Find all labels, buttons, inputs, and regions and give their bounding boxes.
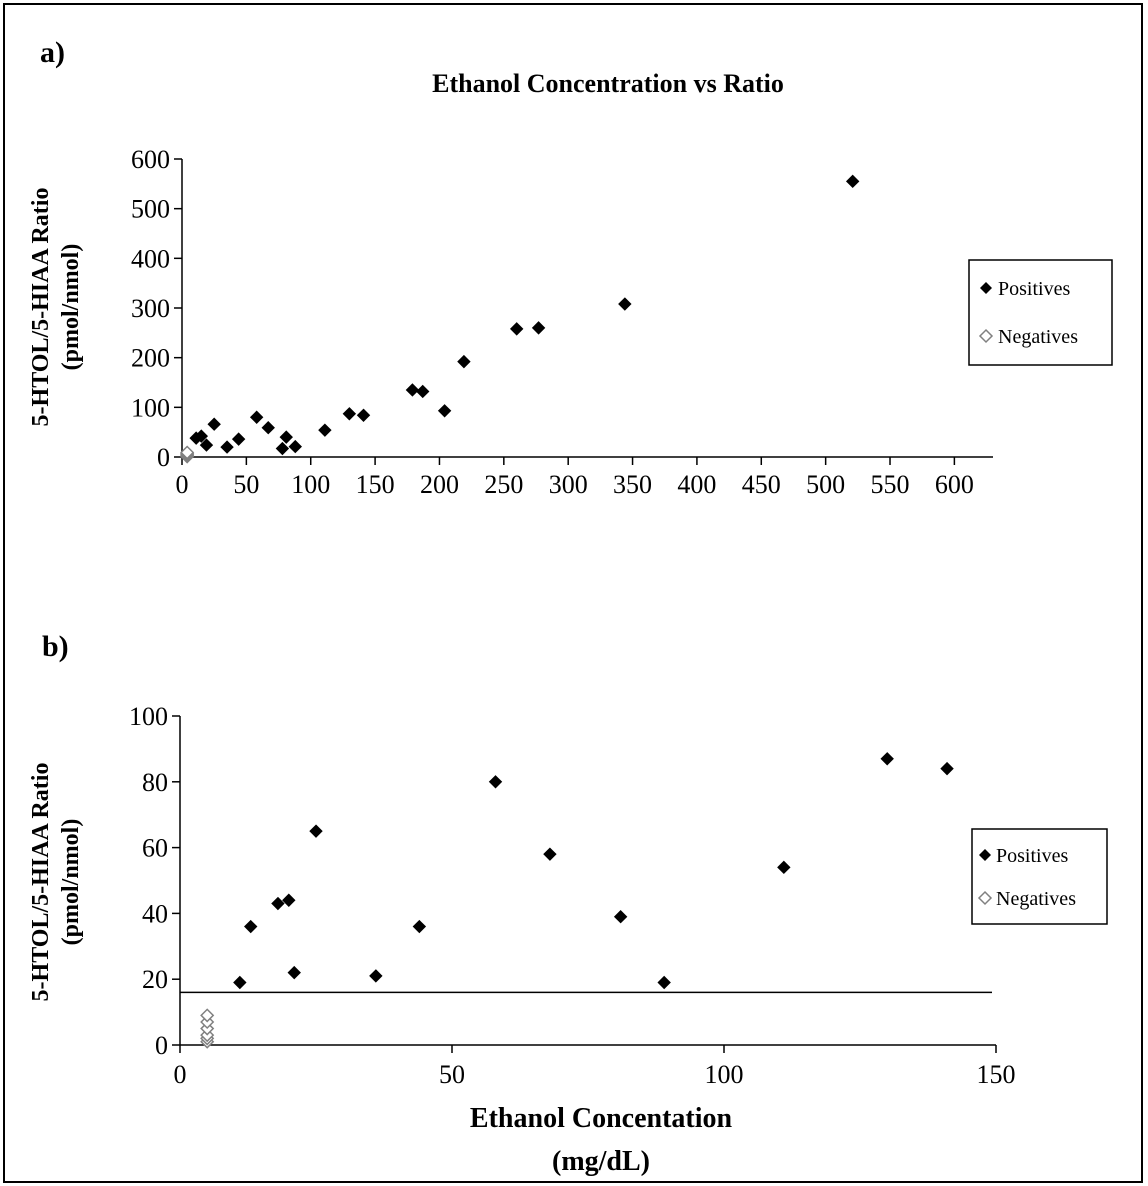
legend-b: Positives Negatives [971, 828, 1108, 925]
y-axis-label-a: 5-HTOL/5-HIAA Ratio [28, 188, 54, 427]
x-axis-unit-b: (mg/dL) [552, 1146, 650, 1177]
positive-point [437, 404, 452, 418]
positive-point [288, 439, 302, 454]
legend-negatives-b: Negatives [996, 888, 1076, 910]
x-tick-label: 250 [484, 470, 523, 499]
legend-positive-marker-a [980, 282, 992, 294]
plot-area-a: 0 100 200 300 400 500 600 0 50 100 150 200 250 300 350… [131, 145, 993, 499]
y-tick-label: 500 [131, 195, 170, 224]
x-tick-label: 200 [420, 470, 459, 499]
chart-a: a) Ethanol Concentration vs Ratio 5-HTOL… [28, 36, 1113, 499]
positive-point [275, 441, 290, 456]
positive-point [342, 407, 357, 421]
positive-point [249, 410, 264, 424]
positive-point [657, 975, 671, 990]
positive-point [543, 847, 557, 861]
y-tick-label: 20 [142, 965, 168, 994]
negative-point [180, 445, 195, 460]
y-tick-label: 600 [131, 145, 170, 174]
y-tick-label: 80 [142, 768, 168, 797]
positive-point [279, 430, 293, 444]
y-tick-label: 40 [142, 899, 168, 928]
x-tick-label: 400 [677, 470, 716, 499]
x-tick-label: 150 [977, 1060, 1016, 1089]
positive-point [412, 919, 427, 934]
legend-negative-marker-b [977, 890, 993, 906]
y-tick-label: 0 [155, 1031, 168, 1060]
legend-a: Positives Negatives [968, 259, 1113, 366]
positive-point [509, 322, 524, 336]
positive-point [940, 761, 954, 776]
positive-point [282, 893, 296, 907]
positive-point [271, 896, 285, 911]
panel-label-a: a) [40, 36, 65, 69]
positive-point [613, 909, 628, 924]
y-axis-label-b: 5-HTOL/5-HIAA Ratio [28, 763, 54, 1002]
y-axis-unit-a: (pmol/nmol) [58, 244, 84, 371]
positive-point [405, 383, 420, 397]
legend-negative-marker-a [978, 328, 994, 344]
y-tick-label: 0 [157, 443, 170, 472]
y-tick-label: 100 [129, 702, 168, 731]
figure-frame: a) Ethanol Concentration vs Ratio 5-HTOL… [3, 3, 1143, 1183]
legend-negatives-a: Negatives [998, 326, 1078, 348]
x-tick-label: 150 [356, 470, 395, 499]
x-tick-label: 50 [233, 470, 259, 499]
legend-positives-b: Positives [996, 845, 1068, 867]
y-tick-label: 200 [131, 344, 170, 373]
positive-point [244, 919, 258, 934]
x-tick-label: 50 [439, 1060, 465, 1089]
positive-point [369, 969, 383, 983]
positive-point [199, 438, 214, 452]
positive-point [880, 752, 894, 766]
x-tick-label: 100 [291, 470, 330, 499]
x-tick-label: 0 [176, 470, 189, 499]
legend-positive-marker-b [979, 849, 991, 861]
legend-positives-a: Positives [998, 278, 1070, 300]
y-axis-unit-b: (pmol/nmol) [58, 819, 84, 946]
positive-point [457, 354, 471, 369]
panel-label-b: b) [42, 630, 69, 663]
positive-point [287, 965, 301, 980]
plot-area-b: 0 20 40 60 80 100 0 50 100 150 [129, 702, 1016, 1089]
positive-point [194, 429, 209, 443]
positive-point [777, 860, 791, 875]
positive-point [220, 440, 234, 454]
chart-b: b) 5-HTOL/5-HIAA Ratio (pmol/nmol) Ethan… [28, 630, 1108, 1177]
x-tick-label: 500 [806, 470, 845, 499]
x-tick-label: 0 [174, 1060, 187, 1089]
x-tick-label: 350 [613, 470, 652, 499]
x-tick-label: 600 [935, 470, 974, 499]
y-tick-label: 400 [131, 244, 170, 273]
positive-point [231, 432, 246, 446]
y-tick-label: 100 [131, 393, 170, 422]
x-tick-label: 450 [742, 470, 781, 499]
positive-point [416, 384, 430, 399]
positive-point [618, 297, 632, 311]
positive-point [318, 423, 332, 437]
figure: a) Ethanol Concentration vs Ratio 5-HTOL… [28, 36, 1113, 1177]
x-tick-label: 550 [871, 470, 910, 499]
chart-title-a: Ethanol Concentration vs Ratio [432, 69, 784, 98]
y-tick-label: 60 [142, 834, 168, 863]
positive-point [207, 417, 221, 431]
x-tick-label: 100 [705, 1060, 744, 1089]
positive-point [356, 408, 371, 422]
positive-point [531, 321, 546, 335]
positive-point [845, 174, 860, 189]
positive-point [488, 775, 503, 789]
positive-point [261, 420, 275, 435]
negative-point [200, 1008, 215, 1023]
x-tick-label: 300 [549, 470, 588, 499]
positive-point [233, 975, 247, 990]
y-tick-label: 300 [131, 294, 170, 323]
positive-point [309, 824, 323, 838]
x-axis-label-b: Ethanol Concentation [470, 1103, 733, 1134]
